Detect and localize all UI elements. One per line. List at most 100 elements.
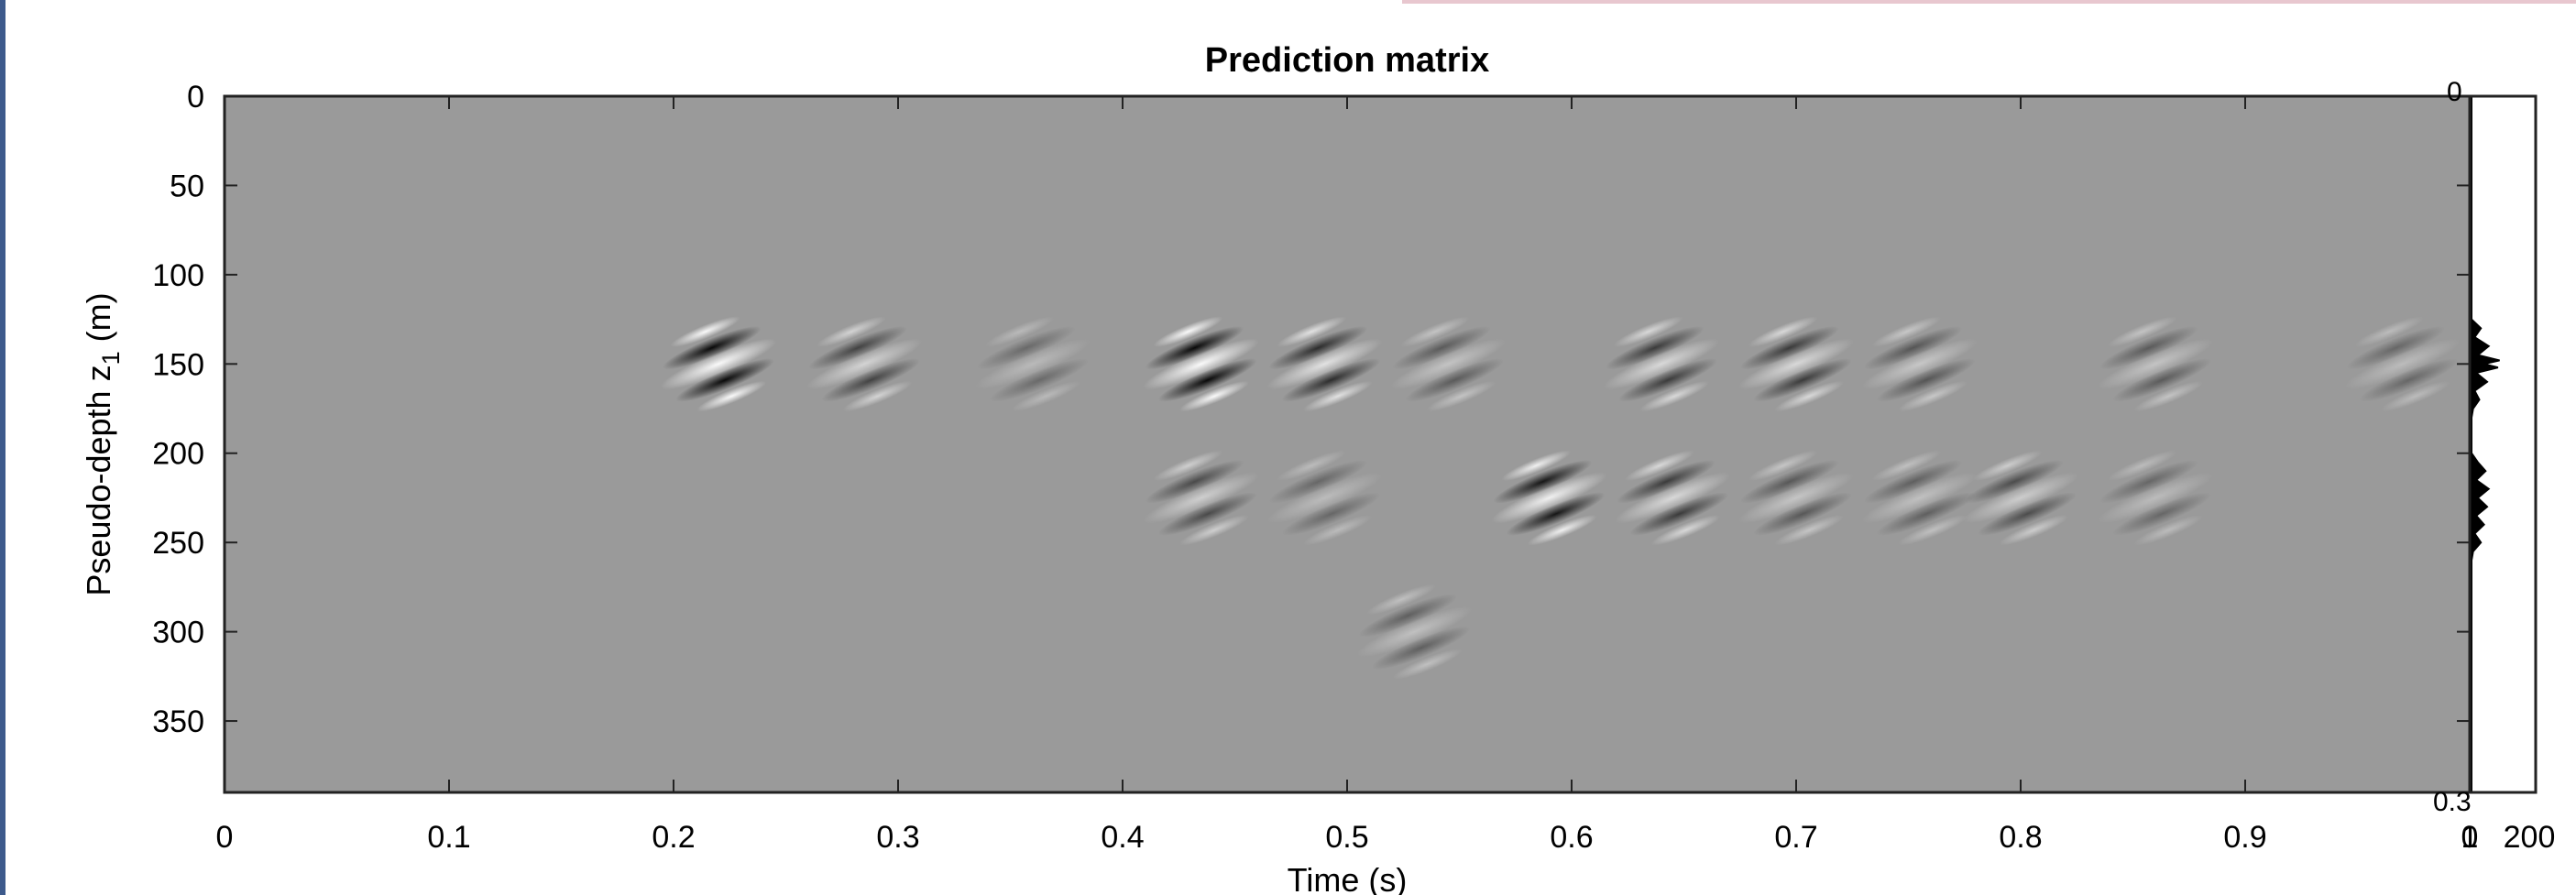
wavelet-lobe bbox=[984, 316, 1055, 347]
wavelet-lobe bbox=[2344, 338, 2461, 390]
wavelet-lobe bbox=[2359, 358, 2459, 402]
wavelet-lobe bbox=[1774, 380, 1845, 412]
wavelet-lobe bbox=[1266, 338, 1383, 390]
wavelet-lobe bbox=[1143, 338, 1259, 390]
wavelet-lobe bbox=[2107, 316, 2177, 347]
x-tick-label: 0.8 bbox=[1999, 820, 2042, 855]
wavelet-lobe bbox=[1390, 338, 1507, 390]
y-axis-label-suffix: (m) bbox=[80, 292, 117, 351]
y-tick-label: 200 bbox=[152, 437, 204, 472]
wavelet-lobe bbox=[1629, 492, 1729, 536]
wavelet-lobe bbox=[2112, 492, 2211, 536]
wavelet-lobe bbox=[1774, 515, 1845, 546]
y-tick-label: 250 bbox=[152, 526, 204, 561]
wavelet-lobe bbox=[1748, 450, 1818, 481]
wavelet-lobe bbox=[1962, 472, 2079, 524]
wavelet-layer bbox=[660, 316, 2461, 680]
wavelet bbox=[806, 316, 923, 412]
wavelet-lobe bbox=[1753, 492, 1852, 536]
wavelet-lobe bbox=[1268, 460, 1368, 504]
wavelet-lobe bbox=[1737, 472, 1855, 524]
x-tick-label: 0.1 bbox=[427, 820, 470, 855]
side-x-tick-label-0: 0 bbox=[2461, 820, 2479, 855]
wavelet-lobe bbox=[1405, 358, 1505, 402]
wavelet bbox=[1962, 450, 2079, 546]
wavelet-lobe bbox=[1153, 316, 1223, 347]
wavelet-lobe bbox=[1011, 380, 1081, 412]
wavelet bbox=[1390, 316, 1507, 412]
wavelet-lobe bbox=[821, 358, 921, 402]
wavelet-lobe bbox=[1740, 460, 1839, 504]
wavelet-lobe bbox=[1615, 472, 1731, 524]
wavelet-lobe bbox=[1158, 492, 1257, 536]
x-tick-label: 0.4 bbox=[1101, 820, 1144, 855]
wavelet-lobe bbox=[1617, 460, 1716, 504]
wavelet-lobe bbox=[1153, 450, 1223, 481]
y-tick-label: 300 bbox=[152, 616, 204, 650]
x-tick-label: 0.9 bbox=[2223, 820, 2266, 855]
page-top-strip bbox=[1402, 0, 2576, 4]
side-top-tick-label: 0 bbox=[2447, 77, 2462, 107]
wavelet-lobe bbox=[1493, 460, 1593, 504]
wavelet bbox=[1491, 450, 1607, 546]
wavelet-lobe bbox=[1281, 358, 1381, 402]
wavelet bbox=[660, 316, 777, 412]
wavelet-lobe bbox=[1400, 316, 1470, 347]
wavelet-lobe bbox=[1863, 460, 1963, 504]
y-tick-label: 50 bbox=[170, 169, 204, 203]
wavelet-lobe bbox=[1356, 606, 1473, 658]
wavelet-lobe bbox=[1158, 358, 1257, 402]
wavelet-lobe bbox=[1650, 515, 1721, 546]
wavelet-lobe bbox=[974, 338, 1091, 390]
wavelet-lobe bbox=[1861, 338, 1978, 390]
x-tick-label: 0.6 bbox=[1550, 820, 1593, 855]
side-plot-frame bbox=[2468, 94, 2538, 794]
y-tick-label: 150 bbox=[152, 347, 204, 382]
wavelet-lobe bbox=[806, 338, 923, 390]
wavelet-lobe bbox=[1491, 472, 1607, 524]
wavelet bbox=[1143, 450, 1259, 546]
wavelet-lobe bbox=[1143, 472, 1259, 524]
wavelet-lobe bbox=[1748, 316, 1818, 347]
wavelet-lobe bbox=[1358, 594, 1458, 638]
wavelet-lobe bbox=[2133, 515, 2204, 546]
wavelet bbox=[1615, 450, 1731, 546]
wavelet bbox=[1143, 316, 1259, 412]
wavelet-lobe bbox=[1506, 492, 1606, 536]
wavelet-lobe bbox=[1871, 450, 1942, 481]
x-tick-label: 0.7 bbox=[1774, 820, 1817, 855]
x-axis-ticks: 0 0.1 0.2 0.3 0.4 0.5 0.6 0.7 0.8 0.9 1 bbox=[216, 96, 2479, 855]
wavelet-lobe bbox=[670, 316, 740, 347]
y-tick-label: 350 bbox=[152, 704, 204, 739]
y-axis-label-subscript: 1 bbox=[97, 351, 125, 365]
wavelet bbox=[1737, 316, 1855, 412]
wavelet bbox=[2344, 316, 2461, 412]
wavelet-lobe bbox=[1603, 338, 1720, 390]
wavelet bbox=[1356, 584, 1473, 680]
chart-title: Prediction matrix bbox=[1205, 41, 1489, 80]
wavelet-lobe bbox=[1877, 358, 1976, 402]
x-tick-label: 1 bbox=[2461, 820, 2479, 855]
wavelet-lobe bbox=[808, 326, 907, 370]
wavelet-lobe bbox=[1145, 326, 1244, 370]
wavelet-lobe bbox=[817, 316, 886, 347]
wavelet bbox=[1861, 450, 1978, 546]
side-bottom-tick-label: 0.3 bbox=[2433, 787, 2472, 817]
wavelet-lobe bbox=[2133, 380, 2204, 412]
wavelet-lobe bbox=[1277, 316, 1347, 347]
wavelet-lobe bbox=[1371, 626, 1471, 670]
wavelet-lobe bbox=[2099, 460, 2198, 504]
wavelet-lobe bbox=[696, 380, 767, 412]
wavelet-lobe bbox=[1871, 316, 1942, 347]
wavelet-lobe bbox=[1392, 326, 1491, 370]
wavelet-lobe bbox=[1392, 649, 1463, 680]
x-tick-label: 0.2 bbox=[652, 820, 695, 855]
wavelet-lobe bbox=[1302, 380, 1373, 412]
y-tick-label: 100 bbox=[152, 258, 204, 293]
wavelet-lobe bbox=[2097, 338, 2214, 390]
y-tick-label: 0 bbox=[187, 80, 204, 115]
wavelet-lobe bbox=[1527, 515, 1597, 546]
wavelet-lobe bbox=[1613, 316, 1683, 347]
wavelet-lobe bbox=[1366, 584, 1437, 616]
